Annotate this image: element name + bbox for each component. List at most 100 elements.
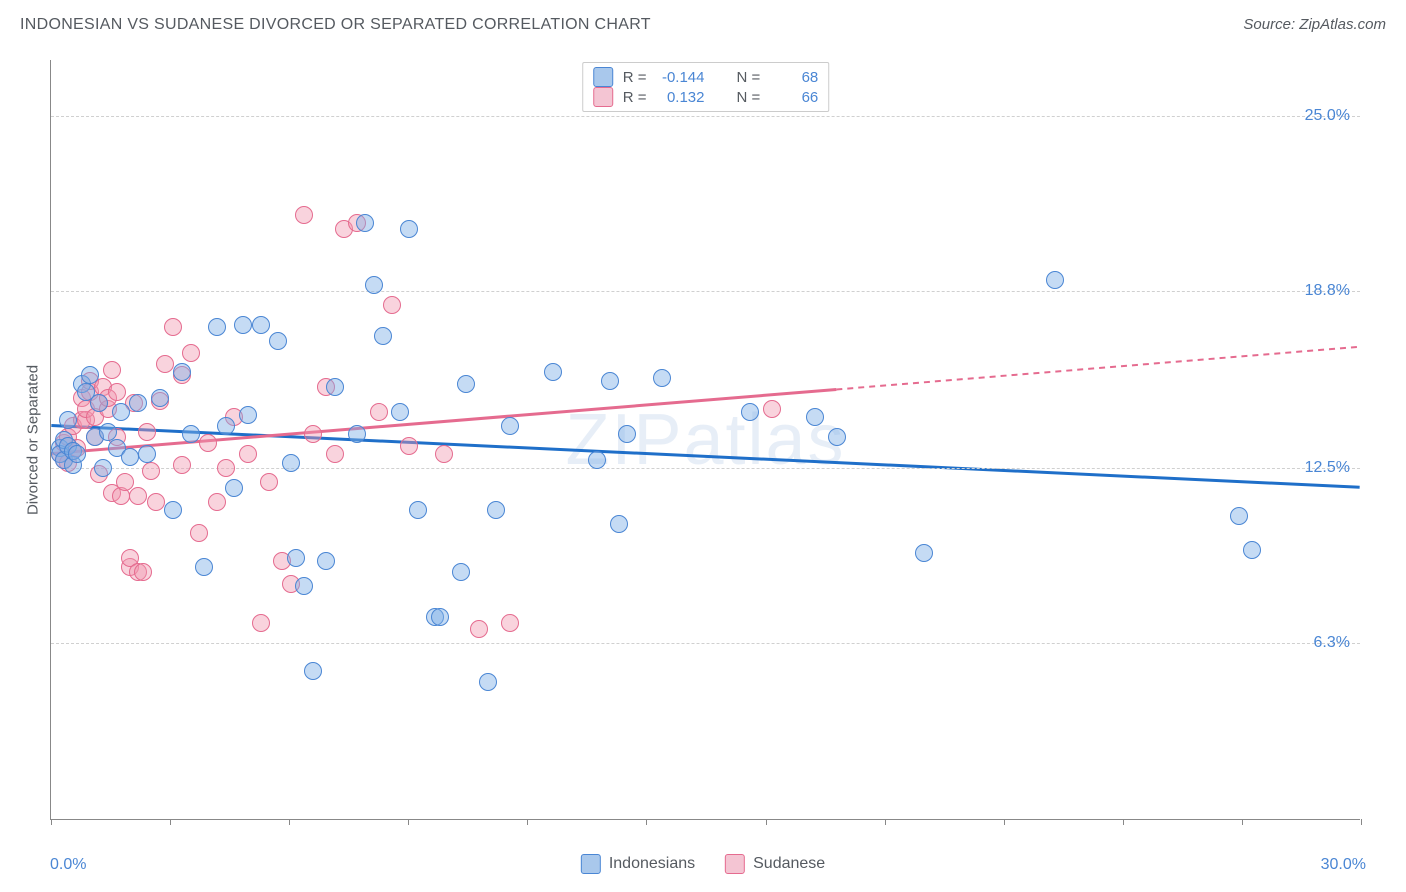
data-point-indonesians: [588, 451, 606, 469]
data-point-indonesians: [59, 411, 77, 429]
swatch-sudanese: [725, 854, 745, 874]
gridline-h: [51, 291, 1360, 292]
data-point-indonesians: [138, 445, 156, 463]
data-point-indonesians: [1046, 271, 1064, 289]
data-point-sudanese: [501, 614, 519, 632]
data-point-indonesians: [653, 369, 671, 387]
data-point-indonesians: [225, 479, 243, 497]
data-point-sudanese: [190, 524, 208, 542]
data-point-indonesians: [1243, 541, 1261, 559]
data-point-sudanese: [103, 361, 121, 379]
data-point-sudanese: [142, 462, 160, 480]
gridline-h: [51, 643, 1360, 644]
scatter-chart: Divorced or Separated ZIPatlas R =-0.144…: [50, 60, 1360, 820]
series-legend: IndonesiansSudanese: [581, 854, 825, 874]
data-point-sudanese: [138, 423, 156, 441]
regression-line-extrap-sudanese: [836, 347, 1359, 390]
n-label: N =: [737, 69, 761, 86]
x-tick: [408, 819, 409, 825]
data-point-indonesians: [282, 454, 300, 472]
data-point-sudanese: [217, 459, 235, 477]
data-point-indonesians: [239, 406, 257, 424]
data-point-indonesians: [287, 549, 305, 567]
data-point-indonesians: [610, 515, 628, 533]
data-point-indonesians: [457, 375, 475, 393]
y-tick-label: 12.5%: [1305, 459, 1350, 477]
data-point-indonesians: [121, 448, 139, 466]
data-point-indonesians: [487, 501, 505, 519]
data-point-sudanese: [383, 296, 401, 314]
x-axis-min-label: 0.0%: [50, 856, 86, 874]
data-point-sudanese: [182, 344, 200, 362]
data-point-indonesians: [356, 214, 374, 232]
swatch-sudanese: [593, 87, 613, 107]
data-point-indonesians: [129, 394, 147, 412]
x-tick: [289, 819, 290, 825]
x-tick: [170, 819, 171, 825]
data-point-sudanese: [156, 355, 174, 373]
n-value: 68: [770, 69, 818, 86]
data-point-sudanese: [164, 318, 182, 336]
data-point-indonesians: [400, 220, 418, 238]
data-point-sudanese: [304, 425, 322, 443]
r-value: -0.144: [657, 69, 705, 86]
data-point-sudanese: [239, 445, 257, 463]
r-label: R =: [623, 89, 647, 106]
data-point-sudanese: [763, 400, 781, 418]
data-point-indonesians: [304, 662, 322, 680]
x-tick: [1004, 819, 1005, 825]
data-point-sudanese: [295, 206, 313, 224]
x-tick: [1123, 819, 1124, 825]
stats-row-indonesians: R = -0.144 N = 68: [593, 67, 819, 87]
data-point-indonesians: [317, 552, 335, 570]
r-label: R =: [623, 69, 647, 86]
data-point-indonesians: [374, 327, 392, 345]
data-point-indonesians: [431, 608, 449, 626]
data-point-indonesians: [173, 363, 191, 381]
data-point-sudanese: [129, 487, 147, 505]
data-point-sudanese: [260, 473, 278, 491]
x-tick: [527, 819, 528, 825]
x-tick: [1242, 819, 1243, 825]
data-point-indonesians: [68, 445, 86, 463]
n-label: N =: [737, 89, 761, 106]
x-tick: [1361, 819, 1362, 825]
data-point-sudanese: [326, 445, 344, 463]
legend-item-sudanese: Sudanese: [725, 854, 825, 874]
x-tick: [766, 819, 767, 825]
data-point-sudanese: [199, 434, 217, 452]
data-point-indonesians: [348, 425, 366, 443]
data-point-indonesians: [195, 558, 213, 576]
data-point-indonesians: [544, 363, 562, 381]
data-point-indonesians: [391, 403, 409, 421]
data-point-indonesians: [409, 501, 427, 519]
data-point-indonesians: [501, 417, 519, 435]
data-point-sudanese: [370, 403, 388, 421]
y-axis-label: Divorced or Separated: [25, 364, 42, 514]
data-point-indonesians: [452, 563, 470, 581]
data-point-indonesians: [1230, 507, 1248, 525]
data-point-indonesians: [99, 423, 117, 441]
data-point-sudanese: [208, 493, 226, 511]
stats-row-sudanese: R =0.132N =66: [593, 87, 819, 107]
data-point-indonesians: [295, 577, 313, 595]
chart-source: Source: ZipAtlas.com: [1243, 16, 1386, 33]
gridline-h: [51, 468, 1360, 469]
source-label: Source:: [1243, 16, 1299, 33]
data-point-indonesians: [269, 332, 287, 350]
data-point-indonesians: [326, 378, 344, 396]
legend-label: Sudanese: [753, 855, 825, 873]
x-tick: [51, 819, 52, 825]
data-point-indonesians: [806, 408, 824, 426]
data-point-indonesians: [81, 366, 99, 384]
swatch-indonesians: [593, 67, 613, 87]
swatch-indonesians: [581, 854, 601, 874]
data-point-indonesians: [208, 318, 226, 336]
data-point-sudanese: [173, 456, 191, 474]
data-point-indonesians: [90, 394, 108, 412]
data-point-indonesians: [915, 544, 933, 562]
y-tick-label: 6.3%: [1314, 634, 1350, 652]
data-point-indonesians: [252, 316, 270, 334]
data-point-indonesians: [94, 459, 112, 477]
y-tick-label: 18.8%: [1305, 282, 1350, 300]
